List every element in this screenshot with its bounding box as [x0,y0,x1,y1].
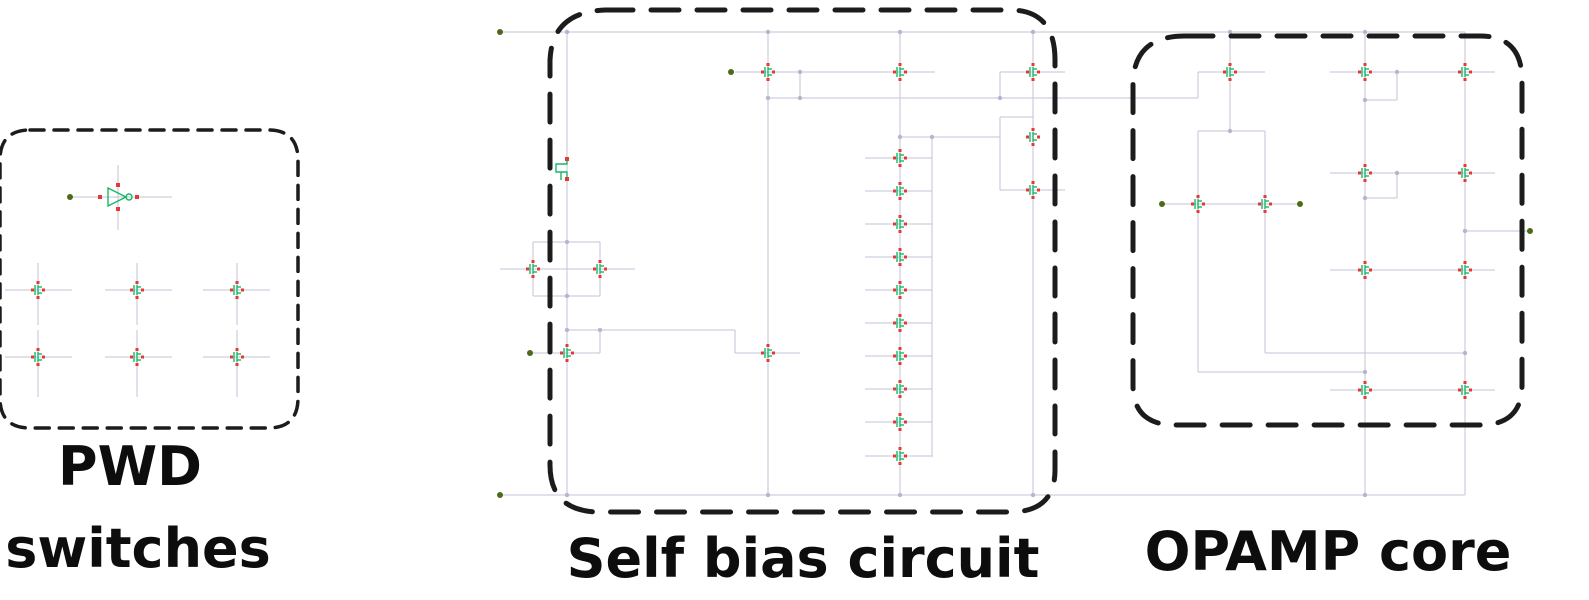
mosfet-icon [1026,128,1040,146]
mosfet-icon [560,344,574,362]
mosfet-icon [1458,63,1472,81]
mosfet-icon [1258,195,1272,213]
mosfet-icon [1358,164,1372,182]
transistor-devices [31,63,1472,465]
mosfet-icon [893,314,907,332]
mosfet-icon [893,281,907,299]
mosfet-icon [893,248,907,266]
mosfet-icon [31,348,45,366]
junction-nodes [564,29,1468,498]
mosfet-icon [893,215,907,233]
mosfet-icon [593,260,607,278]
mosfet-icon [130,348,144,366]
mosfet-icon [893,347,907,365]
mosfet-icon [130,281,144,299]
mosfet-icon [761,344,775,362]
mosfet-icon [230,348,244,366]
mosfet-icon [1191,195,1205,213]
self-bias-label: Self bias circuit [567,527,1040,590]
mosfet-icon [893,413,907,431]
mosfet-icon [893,447,907,465]
mosfet-icon [893,63,907,81]
mosfet-icon [230,281,244,299]
io-ports [67,29,1533,498]
mosfet-icon [526,260,540,278]
inverter-icon [98,183,139,211]
resistor-icon [555,157,569,181]
pwd-switches-outline [0,128,300,430]
mosfet-icon [1026,63,1040,81]
mosfet-icon [1026,181,1040,199]
opamp-core-outline [1130,33,1525,428]
mosfet-icon [1458,261,1472,279]
wiring [5,31,1530,496]
mosfet-icon [1458,164,1472,182]
self-bias-outline [547,7,1058,515]
mosfet-icon [761,63,775,81]
pwd-label-line1: PWD [58,435,202,498]
mosfet-icon [893,149,907,167]
mosfet-icon [1358,63,1372,81]
mosfet-icon [1358,261,1372,279]
mosfet-icon [1223,63,1237,81]
mosfet-icon [1358,381,1372,399]
mosfet-icon [893,182,907,200]
opamp-core-label: OPAMP core [1145,520,1512,583]
pwd-label-line2: switches [5,517,271,580]
mosfet-icon [31,281,45,299]
mosfet-icon [1458,381,1472,399]
mosfet-icon [893,380,907,398]
